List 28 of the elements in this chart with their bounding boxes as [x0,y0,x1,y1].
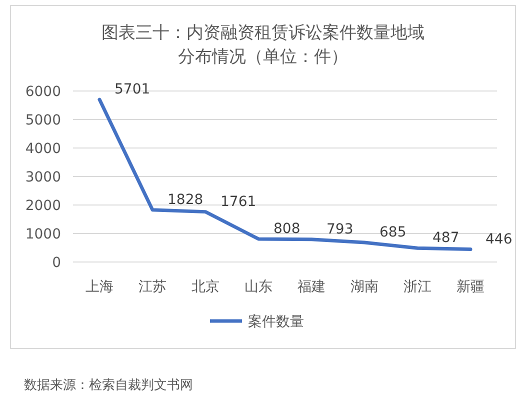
x-tick-label: 上海 [86,279,114,295]
y-tick-label: 5000 [25,112,61,128]
x-tick-label: 湖南 [350,279,378,295]
y-tick-label: 4000 [25,141,61,157]
x-tick-label: 江苏 [138,279,166,295]
x-tick-label: 新疆 [456,279,484,295]
x-tick-label: 北京 [192,279,220,295]
y-tick-label: 6000 [25,84,61,100]
data-label: 487 [432,230,460,246]
x-tick-label: 山东 [244,279,272,295]
案件数量: 5701 1828 1761 808 793 685 487 446 [98,82,512,252]
line-series [98,98,472,252]
data-label: 793 [326,221,354,238]
data-label: 808 [274,220,300,237]
source-note: 数据来源：检索自裁判文书网 [24,378,193,393]
y-tick-label: 2000 [25,198,61,214]
chart-title: 图表三十：内资融资租赁诉讼案件数量地域分布情况（单位：件） [102,23,424,67]
y-tick-label: 1000 [25,226,61,242]
data-label: 1828 [168,192,204,208]
y-tick-label: 3000 [25,170,61,186]
x-tick-label: 浙江 [404,279,432,295]
data-label: 685 [380,224,406,240]
data-label: 5701 [114,82,150,98]
x-tick-label: 福建 [298,279,326,295]
data-label: 1761 [220,194,256,210]
y-tick-label: 0 [52,255,61,271]
data-label: 446 [486,231,512,248]
legend-label: 案件数量 [248,313,304,330]
